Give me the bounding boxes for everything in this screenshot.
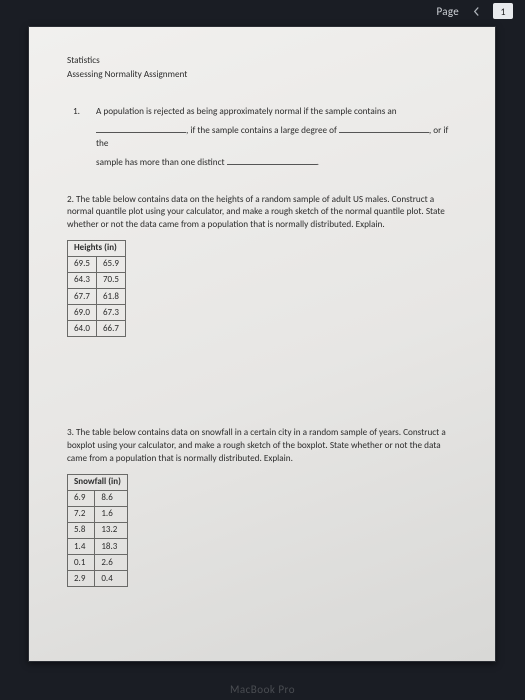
table-row: 64.066.7: [68, 321, 126, 337]
table-row: 69.565.9: [68, 256, 126, 272]
q3-text: 3. The table below contains data on snow…: [67, 427, 461, 465]
assignment-title: Assessing Normality Assignment: [67, 69, 461, 81]
heights-header: Heights (in): [68, 240, 126, 256]
question-1: 1. A population is rejected as being app…: [67, 106, 461, 170]
page-number-input[interactable]: 1: [493, 3, 513, 19]
table-row: 1.418.3: [68, 539, 128, 555]
table-row: 6.98.6: [68, 490, 128, 506]
snowfall-table: Snowfall (in) 6.98.6 7.21.6 5.813.2 1.41…: [67, 474, 128, 588]
blank-3: [227, 156, 317, 165]
device-label: MacBook Pro: [0, 683, 525, 696]
snowfall-header: Snowfall (in): [68, 474, 128, 490]
table-row: 2.90.4: [68, 571, 128, 587]
heights-table: Heights (in) 69.565.9 64.370.5 67.761.8 …: [67, 240, 126, 338]
q1-number: 1.: [73, 106, 80, 170]
document-page: Statistics Assessing Normality Assignmen…: [28, 26, 496, 662]
table-row: 69.067.3: [68, 305, 126, 321]
table-row: 67.761.8: [68, 289, 126, 305]
reader-topbar: Page 1: [0, 0, 525, 22]
table-row: 7.21.6: [68, 506, 128, 522]
course-name: Statistics: [67, 55, 461, 67]
question-2: 2. The table below contains data on the …: [67, 194, 461, 338]
question-3: 3. The table below contains data on snow…: [67, 427, 461, 587]
q1-line3: sample has more than one distinct .: [96, 156, 461, 169]
blank-2: [339, 124, 429, 133]
blank-1: [96, 124, 186, 133]
q2-text: 2. The table below contains data on the …: [67, 194, 461, 232]
table-row: 5.813.2: [68, 522, 128, 538]
table-row: 0.12.6: [68, 555, 128, 571]
page-label: Page: [437, 5, 459, 18]
prev-page-icon[interactable]: [469, 4, 483, 18]
table-row: 64.370.5: [68, 272, 126, 288]
q1-line1: A population is rejected as being approx…: [96, 106, 461, 118]
q1-line2: , if the sample contains a large degree …: [96, 124, 461, 150]
